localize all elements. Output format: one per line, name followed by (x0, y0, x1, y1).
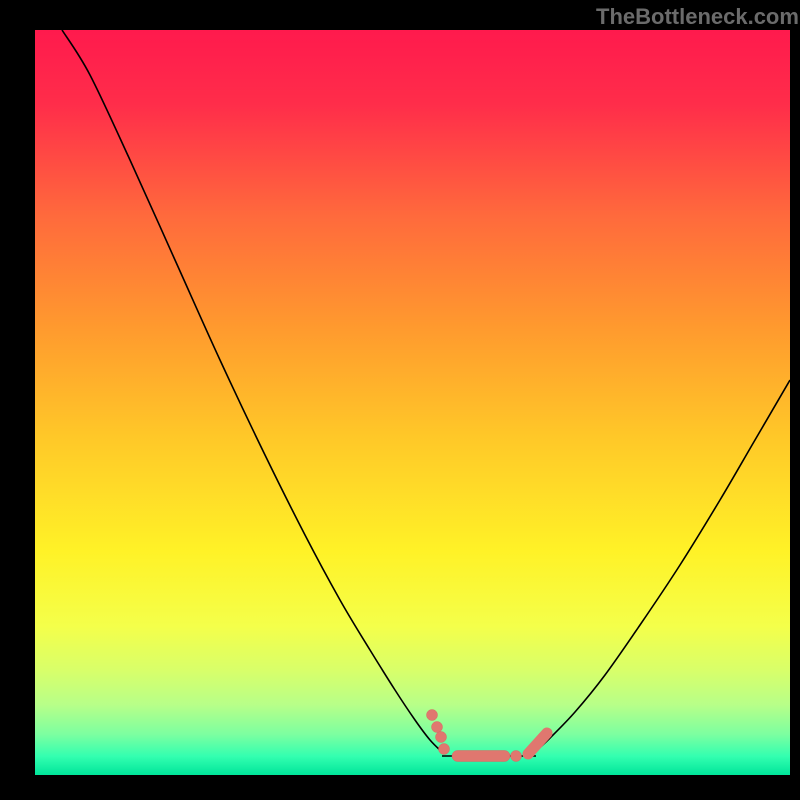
marker-dot (511, 751, 522, 762)
marker-pill-angled (528, 733, 547, 754)
marker-dot (427, 710, 438, 721)
curve-right-branch (536, 380, 790, 751)
marker-dot (436, 732, 447, 743)
marker-dot (439, 744, 450, 755)
marker-pill (452, 751, 510, 762)
bottleneck-curve-chart (0, 0, 800, 800)
marker-dot (432, 722, 443, 733)
curve-left-branch (62, 30, 442, 752)
